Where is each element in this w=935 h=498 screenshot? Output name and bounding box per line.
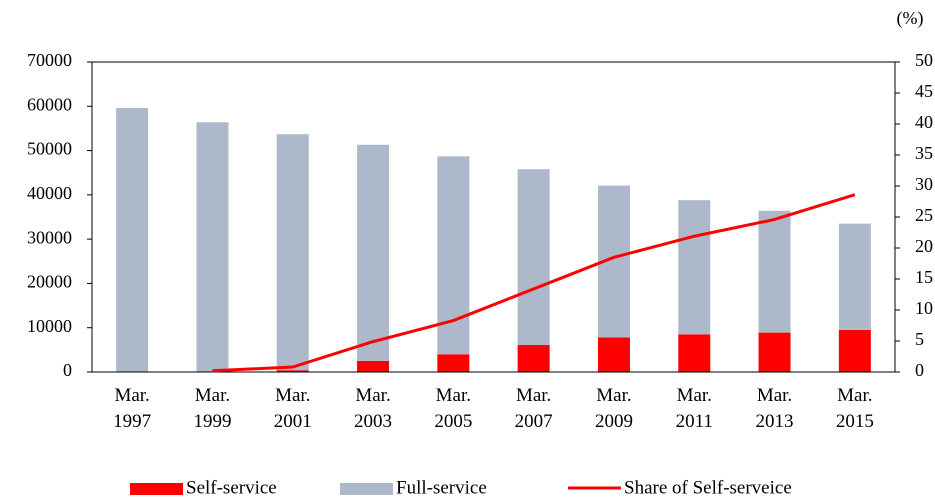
y-tick-label: 40000 bbox=[27, 183, 72, 203]
x-tick-label: Mar. 2003 bbox=[354, 385, 393, 432]
x-tick-label: Mar. 2013 bbox=[755, 385, 794, 432]
bar bbox=[758, 210, 791, 333]
bar bbox=[357, 144, 390, 361]
y2-tick-label: 15 bbox=[915, 267, 933, 287]
legend-label: Share of Self-serveice bbox=[624, 477, 792, 498]
y2-tick-label: 50 bbox=[915, 50, 933, 70]
x-tick-label: Mar. 1999 bbox=[193, 385, 232, 432]
bar bbox=[678, 200, 711, 335]
legend-swatch bbox=[130, 483, 183, 495]
bar bbox=[838, 329, 871, 372]
y2-tick-label: 25 bbox=[915, 205, 933, 225]
legend-label: Self-service bbox=[186, 477, 277, 498]
bar bbox=[357, 360, 390, 372]
y2-tick-label: 0 bbox=[915, 360, 924, 380]
bar bbox=[276, 370, 309, 372]
y2-tick-label: 40 bbox=[915, 112, 933, 132]
bar bbox=[838, 223, 871, 330]
plot-frame bbox=[91, 61, 896, 373]
x-tick-label: Mar. 2009 bbox=[594, 385, 633, 432]
y-tick-label: 60000 bbox=[27, 94, 72, 114]
x-tick-label: Mar. 2007 bbox=[514, 385, 553, 432]
y2-unit-label: (%) bbox=[897, 8, 924, 29]
bar bbox=[517, 169, 550, 345]
y2-tick-label: 35 bbox=[915, 143, 933, 163]
x-tick-label: Mar. 2015 bbox=[835, 385, 874, 432]
bar bbox=[758, 332, 791, 372]
bar bbox=[196, 122, 229, 372]
bar bbox=[116, 108, 149, 373]
x-tick-label: Mar. 2005 bbox=[434, 385, 473, 432]
bar bbox=[517, 344, 550, 372]
x-tick-label: Mar. 2011 bbox=[675, 385, 713, 432]
bar bbox=[678, 334, 711, 372]
y2-tick-label: 10 bbox=[915, 298, 933, 318]
y-tick-label: 0 bbox=[63, 360, 72, 380]
y-tick-label: 10000 bbox=[27, 316, 72, 336]
x-tick-label: Mar. 1997 bbox=[113, 385, 152, 432]
x-tick-label: Mar. 2001 bbox=[273, 385, 312, 432]
bar bbox=[597, 337, 630, 372]
y2-tick-label: 30 bbox=[915, 174, 933, 194]
y-tick-label: 70000 bbox=[27, 50, 72, 70]
legend-swatch bbox=[340, 483, 393, 495]
bar bbox=[276, 134, 309, 371]
y-tick-label: 50000 bbox=[27, 139, 72, 159]
line-series bbox=[212, 193, 856, 373]
y2-tick-label: 45 bbox=[915, 81, 933, 101]
legend-label: Full-service bbox=[396, 477, 487, 498]
bar bbox=[437, 354, 470, 372]
y2-tick-label: 20 bbox=[915, 236, 933, 256]
y2-tick-label: 5 bbox=[915, 329, 924, 349]
y-tick-label: 20000 bbox=[27, 272, 72, 292]
y-tick-label: 30000 bbox=[27, 227, 72, 247]
